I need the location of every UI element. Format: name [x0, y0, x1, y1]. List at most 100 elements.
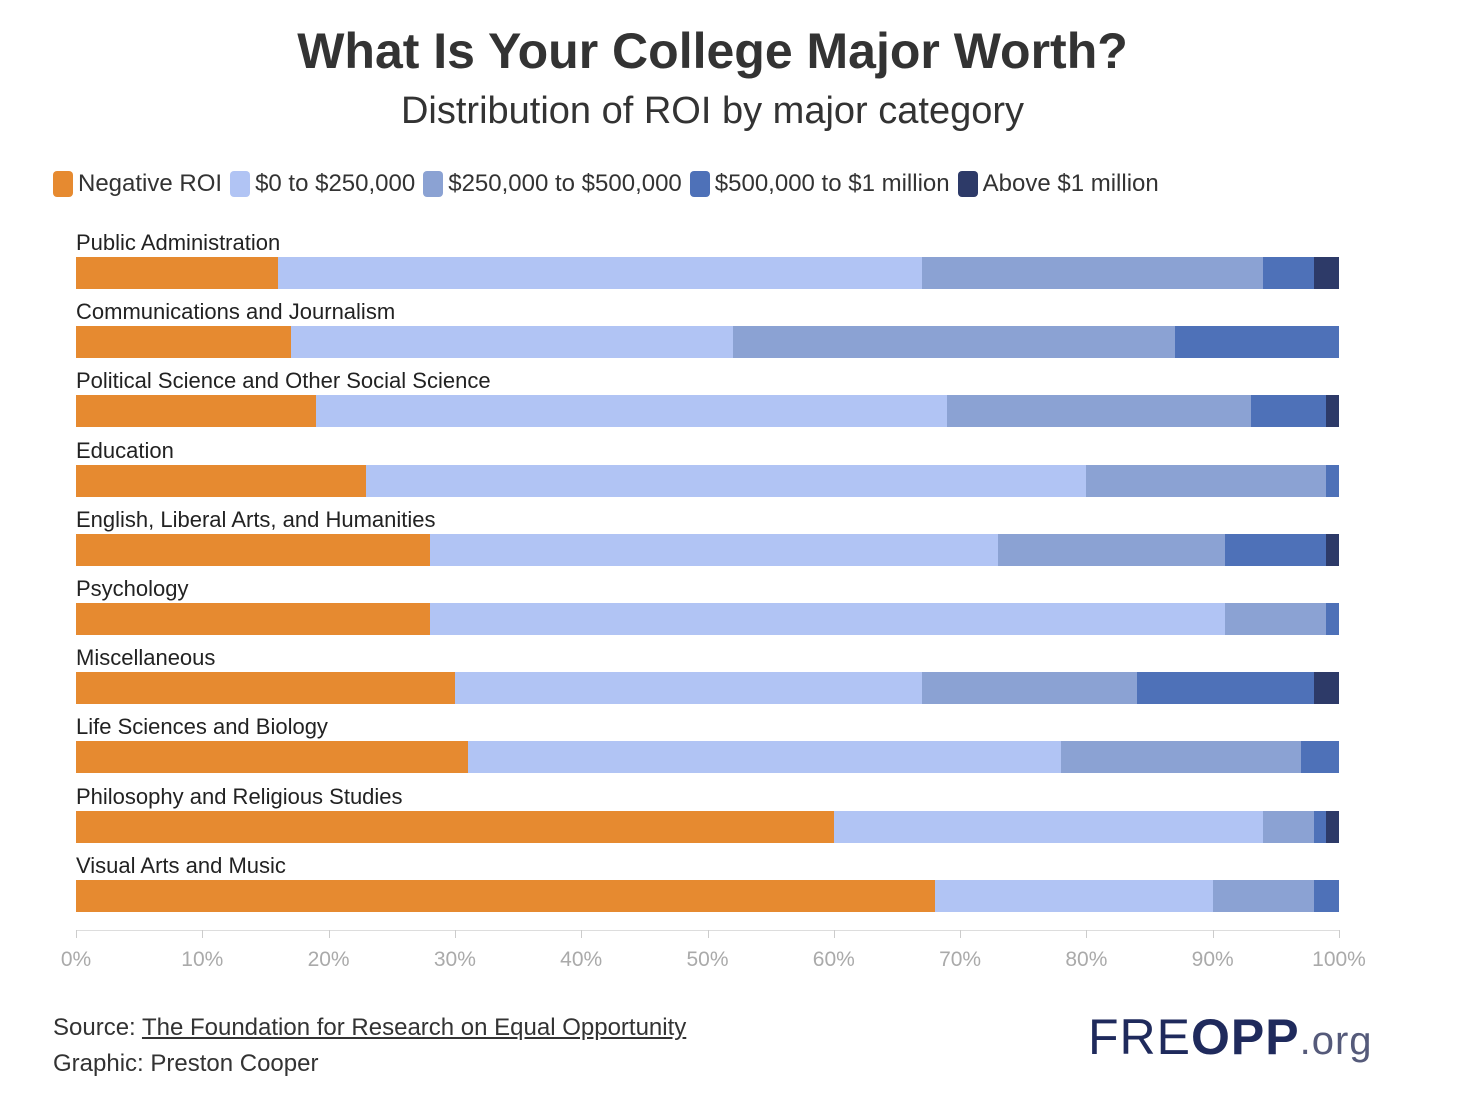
x-tick [328, 930, 330, 938]
x-tick-label: 0% [60, 948, 92, 971]
bar-segment[interactable] [1326, 603, 1339, 635]
bar-segment[interactable] [366, 464, 1087, 497]
bar-segment[interactable] [947, 395, 1251, 428]
legend-label: Above $1 million [982, 170, 1159, 197]
legend-swatch [53, 171, 73, 197]
chart-subtitle: Distribution of ROI by major category [400, 90, 1024, 132]
bar-segment[interactable] [290, 326, 733, 359]
x-tick-label: 50% [686, 948, 729, 971]
chart-title: What Is Your College Major Worth? [297, 23, 1128, 79]
source-label: Source: [53, 1014, 142, 1041]
bar-segment[interactable] [1061, 741, 1302, 774]
bar-segment[interactable] [429, 533, 998, 566]
x-tick-label: 90% [1191, 948, 1234, 971]
bar-segment[interactable] [1313, 810, 1327, 843]
x-tick [1086, 930, 1088, 938]
freopp-logo: FREOPP.org [1088, 1009, 1373, 1065]
bar-segment[interactable] [76, 326, 291, 359]
legend-swatch [957, 171, 978, 197]
bar-segment[interactable] [76, 257, 279, 289]
x-tick [454, 930, 456, 938]
legend-label: $500,000 to $1 million [714, 170, 950, 197]
category-label: English, Liberal Arts, and Humanities [76, 506, 436, 532]
legend-item: Above $1 million [957, 170, 1159, 198]
legend-label: Negative ROI [78, 170, 223, 197]
legend-item: $250,000 to $500,000 [423, 170, 682, 198]
x-tick-label: 20% [307, 948, 350, 971]
bar-segment[interactable] [76, 533, 430, 566]
category-label: Public Administration [76, 230, 281, 255]
bar-segment[interactable] [1326, 810, 1339, 843]
bar-segment[interactable] [1301, 741, 1339, 774]
bar-segment[interactable] [76, 603, 430, 635]
legend-label: $0 to $250,000 [255, 170, 416, 197]
legend-swatch [230, 171, 251, 197]
x-tick-label: 80% [1065, 948, 1108, 971]
bar-segment[interactable] [76, 395, 316, 428]
bar-segment[interactable] [76, 672, 455, 705]
legend-label: $250,000 to $500,000 [448, 170, 682, 197]
x-tick [707, 930, 709, 938]
x-tick-label: 100% [1312, 948, 1366, 971]
category-label: Miscellaneous [76, 645, 216, 671]
bar-segment[interactable] [1313, 257, 1339, 289]
bar-segment[interactable] [1250, 395, 1327, 428]
x-tick [1339, 930, 1340, 938]
bar-segment[interactable] [1174, 326, 1339, 359]
bar-segment[interactable] [732, 326, 1175, 359]
x-tick-label: 40% [560, 948, 603, 971]
bar-segment[interactable] [1136, 672, 1314, 705]
bar-segment[interactable] [315, 395, 948, 428]
bar-segment[interactable] [1225, 603, 1327, 635]
bar-segment[interactable] [429, 603, 1226, 635]
bar-segment[interactable] [1225, 533, 1327, 566]
bar-segment[interactable] [1263, 257, 1314, 289]
bar-segment[interactable] [1326, 464, 1339, 497]
category-label: Education [76, 437, 174, 463]
x-tick-label: 60% [812, 948, 855, 971]
bar-segment[interactable] [922, 672, 1137, 705]
bar-segment[interactable] [997, 533, 1226, 566]
x-tick [1212, 930, 1214, 938]
bar-segment[interactable] [1263, 810, 1314, 843]
x-tick [960, 930, 962, 938]
bar-segment[interactable] [1313, 879, 1339, 912]
x-tick-label: 30% [433, 948, 476, 971]
legend-item: $0 to $250,000 [230, 170, 415, 198]
x-tick-label: 70% [939, 948, 982, 971]
source-line: Source: The Foundation for Research on E… [53, 1014, 686, 1042]
plot-area: Public Administration Communications and … [76, 230, 1339, 930]
x-tick [202, 930, 204, 938]
bar-segment[interactable] [1086, 464, 1327, 497]
bar-segment[interactable] [76, 464, 367, 497]
bar-segment[interactable] [922, 257, 1264, 289]
legend-item: $500,000 to $1 million [689, 170, 950, 198]
bar-segment[interactable] [278, 257, 923, 289]
bar-segment[interactable] [76, 879, 935, 912]
legend: Negative ROI $0 to $250,000 $250,000 to $5… [53, 170, 1159, 198]
category-label: Political Science and Other Social Scien… [76, 368, 491, 394]
bar-segment[interactable] [454, 672, 923, 705]
bar-segment[interactable] [1212, 879, 1314, 912]
x-tick [581, 930, 583, 938]
legend-item: Negative ROI [53, 170, 222, 198]
bar-segment[interactable] [1313, 672, 1339, 705]
legend-swatch [689, 171, 710, 197]
bar-segment[interactable] [76, 810, 834, 843]
graphic-credit: Graphic: Preston Cooper [53, 1050, 319, 1077]
bar-segment[interactable] [467, 741, 1062, 774]
bar-segment[interactable] [833, 810, 1264, 843]
category-label: Philosophy and Religious Studies [76, 783, 403, 809]
x-tick [76, 930, 77, 938]
bar-segment[interactable] [1326, 395, 1339, 428]
source-link[interactable]: The Foundation for Research on Equal Opp… [141, 1014, 687, 1041]
category-label: Life Sciences and Biology [76, 714, 328, 740]
bar-segment[interactable] [1326, 533, 1339, 566]
category-label: Communications and Journalism [76, 299, 396, 325]
x-tick-label: 10% [181, 948, 224, 971]
category-label: Psychology [76, 576, 189, 601]
x-tick [833, 930, 835, 938]
bar-segment[interactable] [76, 741, 468, 774]
bar-segment[interactable] [934, 879, 1213, 912]
